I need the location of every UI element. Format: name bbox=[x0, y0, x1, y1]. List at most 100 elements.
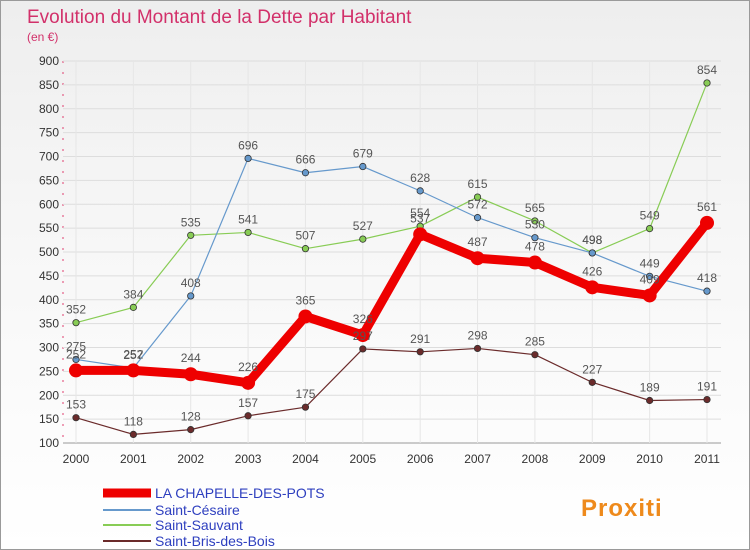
data-point bbox=[244, 412, 252, 420]
data-label: 696 bbox=[238, 138, 258, 152]
data-label: 291 bbox=[410, 332, 430, 346]
data-label: 297 bbox=[353, 329, 373, 343]
data-label: 252 bbox=[123, 347, 143, 361]
data-label: 854 bbox=[697, 63, 717, 77]
y-tick-label: 250 bbox=[39, 364, 59, 378]
data-label: 418 bbox=[697, 271, 717, 285]
legend-label: Saint-Césaire bbox=[155, 502, 240, 518]
data-point bbox=[183, 367, 198, 382]
y-tick-label: 200 bbox=[39, 388, 59, 402]
y-tick-label: 700 bbox=[39, 150, 59, 164]
x-tick-label: 2005 bbox=[349, 452, 376, 466]
y-tick-labels: 100 150 200 250 300 350 400 450 500 550 600 650 700 7… bbox=[39, 54, 59, 450]
data-point bbox=[72, 414, 80, 422]
data-label: 326 bbox=[353, 312, 373, 326]
data-point bbox=[126, 363, 141, 378]
data-point bbox=[187, 426, 195, 434]
y-tick-label: 150 bbox=[39, 412, 59, 426]
legend-label: LA CHAPELLE-DES-POTS bbox=[155, 485, 325, 501]
data-label: 561 bbox=[697, 200, 717, 214]
y-tick-label: 100 bbox=[39, 436, 59, 450]
y-tick-label: 650 bbox=[39, 173, 59, 187]
data-point bbox=[585, 280, 600, 295]
data-point bbox=[359, 235, 367, 243]
x-tick-label: 2003 bbox=[235, 452, 262, 466]
data-point bbox=[244, 154, 252, 163]
data-point bbox=[69, 363, 83, 378]
data-point bbox=[301, 169, 310, 177]
x-tick-label: 2008 bbox=[522, 452, 549, 466]
x-tick-label: 2011 bbox=[694, 452, 720, 466]
data-label: 507 bbox=[295, 229, 315, 243]
x-tick-label: 2010 bbox=[636, 452, 663, 466]
data-label: 478 bbox=[525, 240, 545, 254]
data-label: 628 bbox=[410, 171, 430, 185]
data-label: 549 bbox=[640, 209, 660, 223]
data-label: 352 bbox=[66, 303, 86, 317]
data-label: 244 bbox=[181, 351, 201, 365]
data-point bbox=[72, 355, 80, 364]
data-label: 408 bbox=[181, 276, 201, 290]
data-point bbox=[241, 375, 256, 390]
data-label: 541 bbox=[238, 212, 258, 226]
data-label: 426 bbox=[582, 264, 602, 278]
data-label: 189 bbox=[640, 381, 660, 395]
data-label: 157 bbox=[238, 396, 258, 410]
data-point bbox=[244, 228, 252, 237]
x-tick-label: 2000 bbox=[63, 452, 90, 466]
data-point bbox=[646, 225, 654, 233]
data-point bbox=[72, 319, 80, 327]
data-point bbox=[473, 214, 482, 222]
data-label: 535 bbox=[181, 215, 201, 229]
chart-title: Evolution du Montant de la Dette par Hab… bbox=[27, 7, 412, 28]
data-point bbox=[359, 345, 367, 353]
data-label: 118 bbox=[124, 414, 143, 428]
data-point bbox=[646, 396, 654, 405]
data-label: 226 bbox=[238, 360, 258, 374]
data-label: 365 bbox=[295, 293, 315, 307]
data-label: 252 bbox=[66, 347, 86, 361]
data-labels: 153 118 128 157 175 297 291 298 285 227 189 191 352 3… bbox=[66, 63, 717, 428]
series-line bbox=[75, 157, 708, 369]
data-point bbox=[355, 328, 370, 343]
data-label: 487 bbox=[468, 235, 488, 249]
data-label: 227 bbox=[582, 362, 602, 376]
data-label: 128 bbox=[181, 410, 201, 424]
data-point bbox=[298, 309, 313, 324]
data-point bbox=[187, 231, 195, 239]
x-tick-label: 2009 bbox=[579, 452, 606, 466]
data-label: 449 bbox=[640, 256, 660, 270]
data-point bbox=[413, 227, 428, 242]
data-point bbox=[531, 234, 539, 242]
data-label: 537 bbox=[410, 211, 430, 225]
legend-label: Saint-Bris-des-Bois bbox=[155, 533, 275, 549]
data-point bbox=[700, 215, 714, 230]
data-label: 285 bbox=[525, 335, 545, 349]
data-label: 565 bbox=[525, 201, 545, 215]
data-label: 498 bbox=[582, 233, 602, 247]
data-point bbox=[301, 403, 310, 411]
y-tick-label: 900 bbox=[39, 54, 59, 68]
y-tick-label: 500 bbox=[39, 245, 59, 259]
data-label: 409 bbox=[640, 272, 660, 286]
data-label: 298 bbox=[468, 328, 488, 342]
y-tick-label: 300 bbox=[39, 341, 59, 355]
data-point bbox=[416, 348, 424, 356]
data-point bbox=[301, 245, 310, 253]
x-tick-label: 2004 bbox=[292, 452, 319, 466]
data-label: 666 bbox=[295, 153, 315, 167]
data-point bbox=[473, 193, 482, 201]
series-lines bbox=[69, 79, 714, 439]
data-point bbox=[416, 187, 424, 195]
data-label: 679 bbox=[353, 147, 373, 161]
data-point bbox=[703, 395, 711, 404]
y-tick-label: 850 bbox=[39, 78, 59, 92]
y-tick-label: 350 bbox=[39, 317, 59, 331]
data-label: 191 bbox=[697, 380, 717, 394]
x-tick-label: 2007 bbox=[464, 452, 491, 466]
data-point bbox=[187, 292, 195, 300]
grid bbox=[63, 60, 721, 443]
series-line bbox=[75, 347, 708, 436]
